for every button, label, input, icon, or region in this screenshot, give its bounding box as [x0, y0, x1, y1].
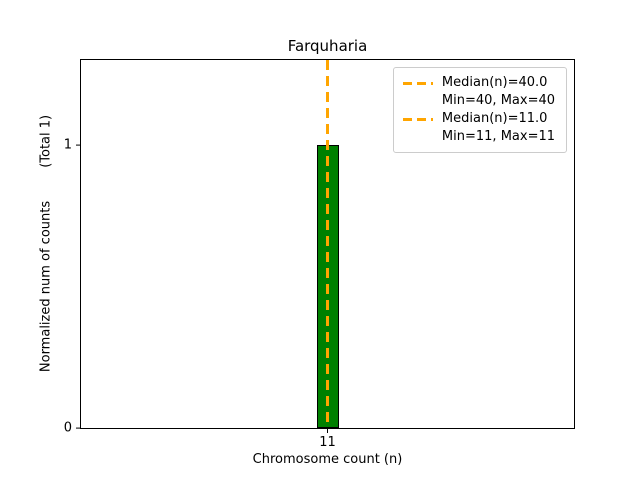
legend-spacer	[403, 136, 433, 139]
legend-label: Median(n)=11.0	[441, 111, 548, 126]
x-tick	[326, 428, 329, 433]
legend-sublabel: Min=40, Max=40	[441, 93, 555, 108]
chart-title: Farquharia	[287, 37, 368, 55]
legend-label: Median(n)=40.0	[441, 75, 548, 90]
x-axis-label: Chromosome count (n)	[252, 452, 403, 467]
y-tick-label: 1	[63, 137, 72, 153]
y-tick-label: 0	[63, 420, 72, 436]
legend-dash-swatch	[402, 81, 433, 85]
legend-sublabel: Min=11, Max=11	[441, 129, 555, 144]
y-tick	[76, 427, 81, 429]
median-line	[326, 60, 329, 428]
y-axis-label: Normalized num of counts (Total 1)	[38, 114, 54, 373]
plot-area: 0 1 11 Median(n)=40.0 Min=40, Max=40 Med…	[64, 59, 575, 450]
legend: Median(n)=40.0 Min=40, Max=40 Median(n)=…	[392, 67, 567, 153]
y-tick	[76, 144, 81, 146]
x-tick-label: 11	[319, 435, 336, 450]
legend-dash-swatch	[402, 117, 433, 121]
legend-spacer	[403, 100, 433, 103]
